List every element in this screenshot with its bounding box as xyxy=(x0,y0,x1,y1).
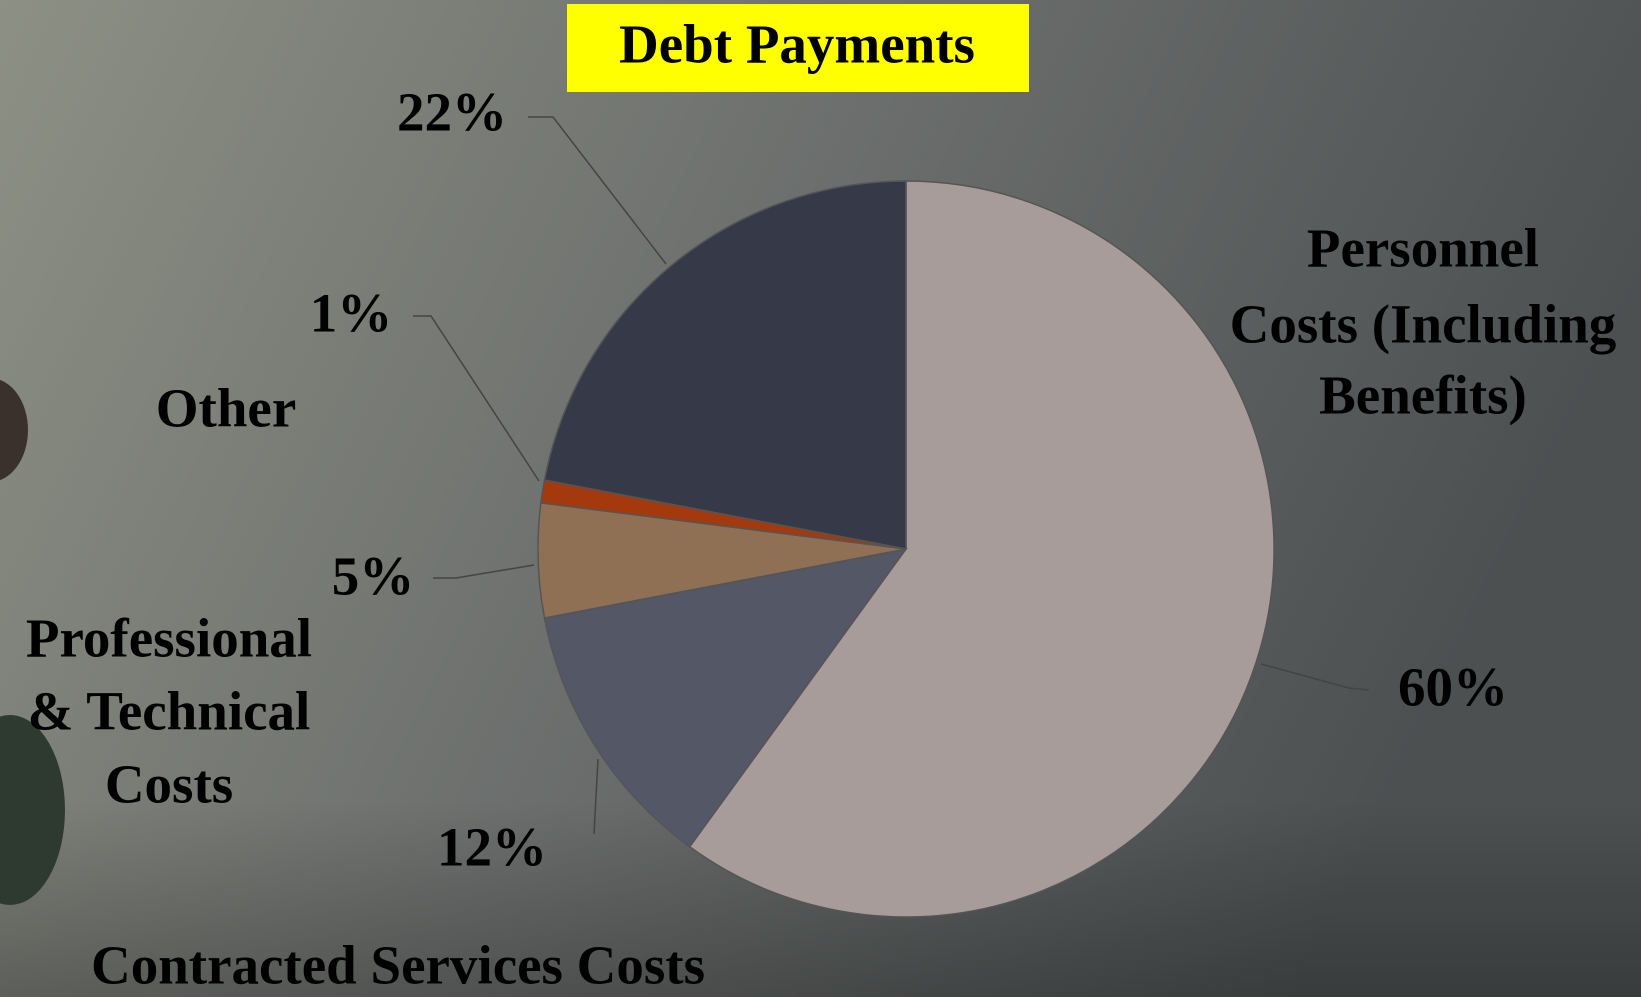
value-label: 12% xyxy=(437,817,547,878)
value-label: 22% xyxy=(397,82,507,143)
value-label: 1% xyxy=(310,283,393,344)
leader-line xyxy=(1260,663,1370,691)
category-label: Costs (Including xyxy=(1230,294,1617,355)
pie xyxy=(537,180,1275,918)
leader-line xyxy=(528,116,667,265)
category-label: Debt Payments xyxy=(619,14,975,75)
pie-slice xyxy=(543,547,908,848)
category-label: Personnel xyxy=(1307,218,1539,279)
category-label: Contracted Services Costs xyxy=(91,935,705,996)
category-label: & Technical xyxy=(28,681,311,742)
value-label: 60% xyxy=(1398,657,1508,718)
category-label: Other xyxy=(156,378,297,439)
value-label: 5% xyxy=(332,546,415,607)
decor-stone xyxy=(0,715,65,905)
pie-slice xyxy=(543,180,907,550)
category-label: Costs xyxy=(105,754,233,815)
label-highlight xyxy=(567,4,1029,92)
pie-slice xyxy=(688,180,1275,918)
leader-line xyxy=(433,564,535,579)
category-label: Professional xyxy=(26,608,312,669)
decor-stone xyxy=(0,379,28,481)
leader-line xyxy=(593,758,599,835)
category-label: Benefits) xyxy=(1319,365,1527,426)
leader-line xyxy=(413,315,540,482)
